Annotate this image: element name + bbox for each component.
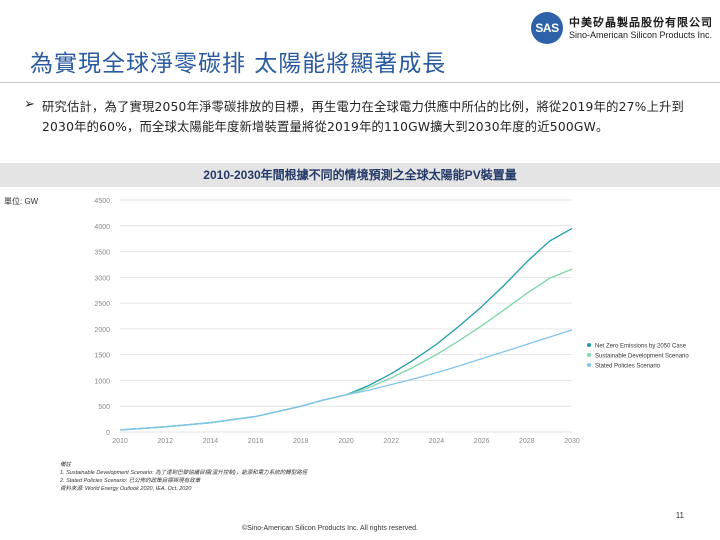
pv-capacity-chart: 0 500 1000 1500 2000 2500 3000 3500 4000 4500 201… [94,198,689,445]
x-tick-label-2022: 2022 [383,438,399,445]
x-tick-label-2026: 2026 [474,438,490,445]
page-number: 11 [675,511,684,520]
note-source: 資料來源: World Energy Outlook 2020, IEA, Oc… [60,486,192,492]
y-tick-label-500: 500 [98,404,110,411]
y-tick-label-1500: 1500 [94,353,110,360]
note-sds: 1. Sustainable Development Scenario: 為了達… [60,470,308,476]
bullet-arrow-icon: ➢ [24,97,35,112]
legend-label-2: Sustainable Development Scenario [595,354,689,360]
series-line-3 [119,329,573,431]
bullet-text: 研究估計，為了實現2050年淨零碳排放的目標，再生電力在全球電力供應中所佔的比例… [42,100,684,134]
slide-title: 為實現全球淨零碳排 太陽能將顯著成長 [30,51,447,77]
x-tick-label-2028: 2028 [519,438,535,445]
x-tick-label-2024: 2024 [429,438,445,445]
x-tick-label-2010: 2010 [112,438,128,445]
x-tick-label-2014: 2014 [203,438,219,445]
legend-label-3: Stated Policies Scenario [595,364,661,370]
note-steps: 2. Stated Policies Scenario: 已公佈的政策目標與現有… [60,478,201,484]
chart-title: 2010-2030年間根據不同的情境預測之全球太陽能PV裝置量 [0,163,720,187]
note-heading: 備註 [60,462,72,468]
y-tick-label-3500: 3500 [94,250,110,257]
x-tick-label-2012: 2012 [157,438,173,445]
unit-label: 單位: GW [4,197,39,206]
company-name-en: Sino-American Silicon Products Inc. [569,30,713,40]
x-tick-label-2018: 2018 [293,438,309,445]
y-tick-label-2000: 2000 [94,327,110,334]
sas-badge: SAS [531,12,563,44]
legend-marker-3 [587,363,591,367]
x-tick-label-2030: 2030 [564,438,580,445]
legend-marker-1 [587,343,591,347]
company-name-cn: 中美矽晶製品股份有限公司 [569,16,713,29]
y-tick-label-4500: 4500 [94,198,110,205]
copyright: ©Sino-American Silicon Products Inc. All… [242,525,418,532]
legend-marker-2 [587,353,591,357]
y-tick-label-4000: 4000 [94,224,110,231]
y-tick-label-0: 0 [106,430,110,437]
y-tick-label-2500: 2500 [94,301,110,308]
y-tick-label-1000: 1000 [94,378,110,385]
chart-notes: 備註 1. Sustainable Development Scenario: … [60,461,307,493]
x-tick-label-2016: 2016 [248,438,264,445]
company-logo: SAS 中美矽晶製品股份有限公司 Sino-American Silicon P… [531,12,713,52]
y-tick-label-3000: 3000 [94,275,110,282]
legend-label-1: Net Zero Emissions by 2050 Case [595,344,687,350]
x-tick-label-2020: 2020 [338,438,354,445]
title-divider [0,82,720,83]
